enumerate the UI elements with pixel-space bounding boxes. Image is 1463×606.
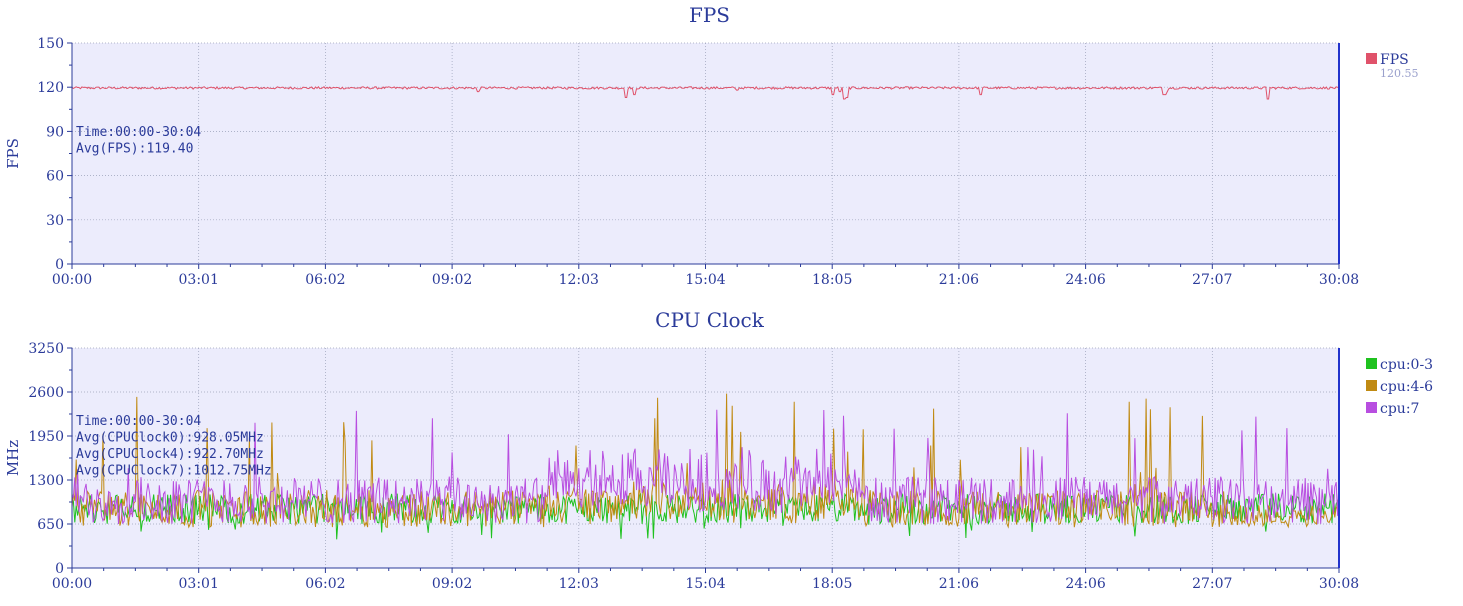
x-tick-label: 21:06: [939, 272, 979, 288]
fps-chart: FPS 0 30 60 90 120 150 00:00 03:01 06:02 09:02 12:0…: [4, 3, 1419, 288]
x-tick-label: 12:03: [559, 272, 599, 288]
x-tick-label: 30:08: [1319, 576, 1359, 592]
legend-value: 120.55: [1380, 67, 1419, 80]
annotation-text: Time:00:00-30:04: [76, 125, 201, 140]
y-tick-label: 90: [46, 124, 64, 140]
y-tick-label: 0: [55, 257, 64, 273]
y-tick-label: 3250: [28, 341, 64, 357]
series-line-fps: [71, 86, 1340, 100]
annotation-text: Avg(CPUClock4):922.70MHz: [76, 447, 264, 462]
cpu-clock-chart: CPU Clock 0 650 1300 1950 2600 3250 00:00 03:01 0…: [4, 308, 1433, 592]
legend-swatch[interactable]: [1366, 380, 1377, 391]
y-tick-label: 650: [37, 517, 64, 533]
legend-swatch[interactable]: [1366, 53, 1377, 64]
legend-swatch[interactable]: [1366, 402, 1377, 413]
legend-label[interactable]: FPS: [1380, 52, 1409, 68]
x-tick-label: 30:08: [1319, 272, 1359, 288]
chart-title: CPU Clock: [655, 308, 765, 332]
annotation-text: Avg(CPUClock7):1012.75MHz: [76, 464, 272, 479]
legend-label[interactable]: cpu:7: [1380, 401, 1419, 417]
series-line-cpu-7: [71, 409, 1340, 525]
annotation-text: Avg(CPUClock0):928.05MHz: [76, 431, 264, 446]
legend-label[interactable]: cpu:4-6: [1380, 379, 1433, 395]
annotation-text: Avg(FPS):119.40: [76, 142, 193, 157]
legend-label[interactable]: cpu:0-3: [1380, 357, 1433, 373]
y-tick-label: 1950: [28, 429, 64, 445]
y-tick-label: 120: [37, 80, 64, 96]
x-tick-label: 18:05: [812, 576, 852, 592]
x-tick-label: 09:02: [432, 272, 472, 288]
x-tick-label: 27:07: [1192, 576, 1232, 592]
x-tick-label: 06:02: [305, 272, 345, 288]
chart-title: FPS: [689, 3, 730, 27]
y-axis-label: MHz: [4, 440, 22, 476]
x-tick-label: 03:01: [179, 576, 219, 592]
x-tick-label: 06:02: [305, 576, 345, 592]
x-tick-label: 00:00: [52, 272, 92, 288]
x-tick-label: 00:00: [52, 576, 92, 592]
x-tick-label: 15:04: [685, 576, 725, 592]
x-tick-label: 18:05: [812, 272, 852, 288]
annotation-text: Time:00:00-30:04: [76, 414, 201, 429]
x-tick-label: 27:07: [1192, 272, 1232, 288]
x-tick-label: 21:06: [939, 576, 979, 592]
y-tick-label: 60: [46, 169, 64, 185]
y-tick-label: 2600: [28, 385, 64, 401]
x-tick-label: 12:03: [559, 576, 599, 592]
y-axis-label: FPS: [4, 138, 22, 169]
x-tick-label: 15:04: [685, 272, 725, 288]
x-tick-label: 24:06: [1065, 272, 1105, 288]
y-tick-label: 150: [37, 36, 64, 52]
y-tick-label: 30: [46, 213, 64, 229]
y-tick-label: 0: [55, 561, 64, 577]
x-tick-label: 09:02: [432, 576, 472, 592]
x-tick-label: 24:06: [1065, 576, 1105, 592]
y-tick-label: 1300: [28, 473, 64, 489]
legend-swatch[interactable]: [1366, 358, 1377, 369]
x-tick-label: 03:01: [179, 272, 219, 288]
